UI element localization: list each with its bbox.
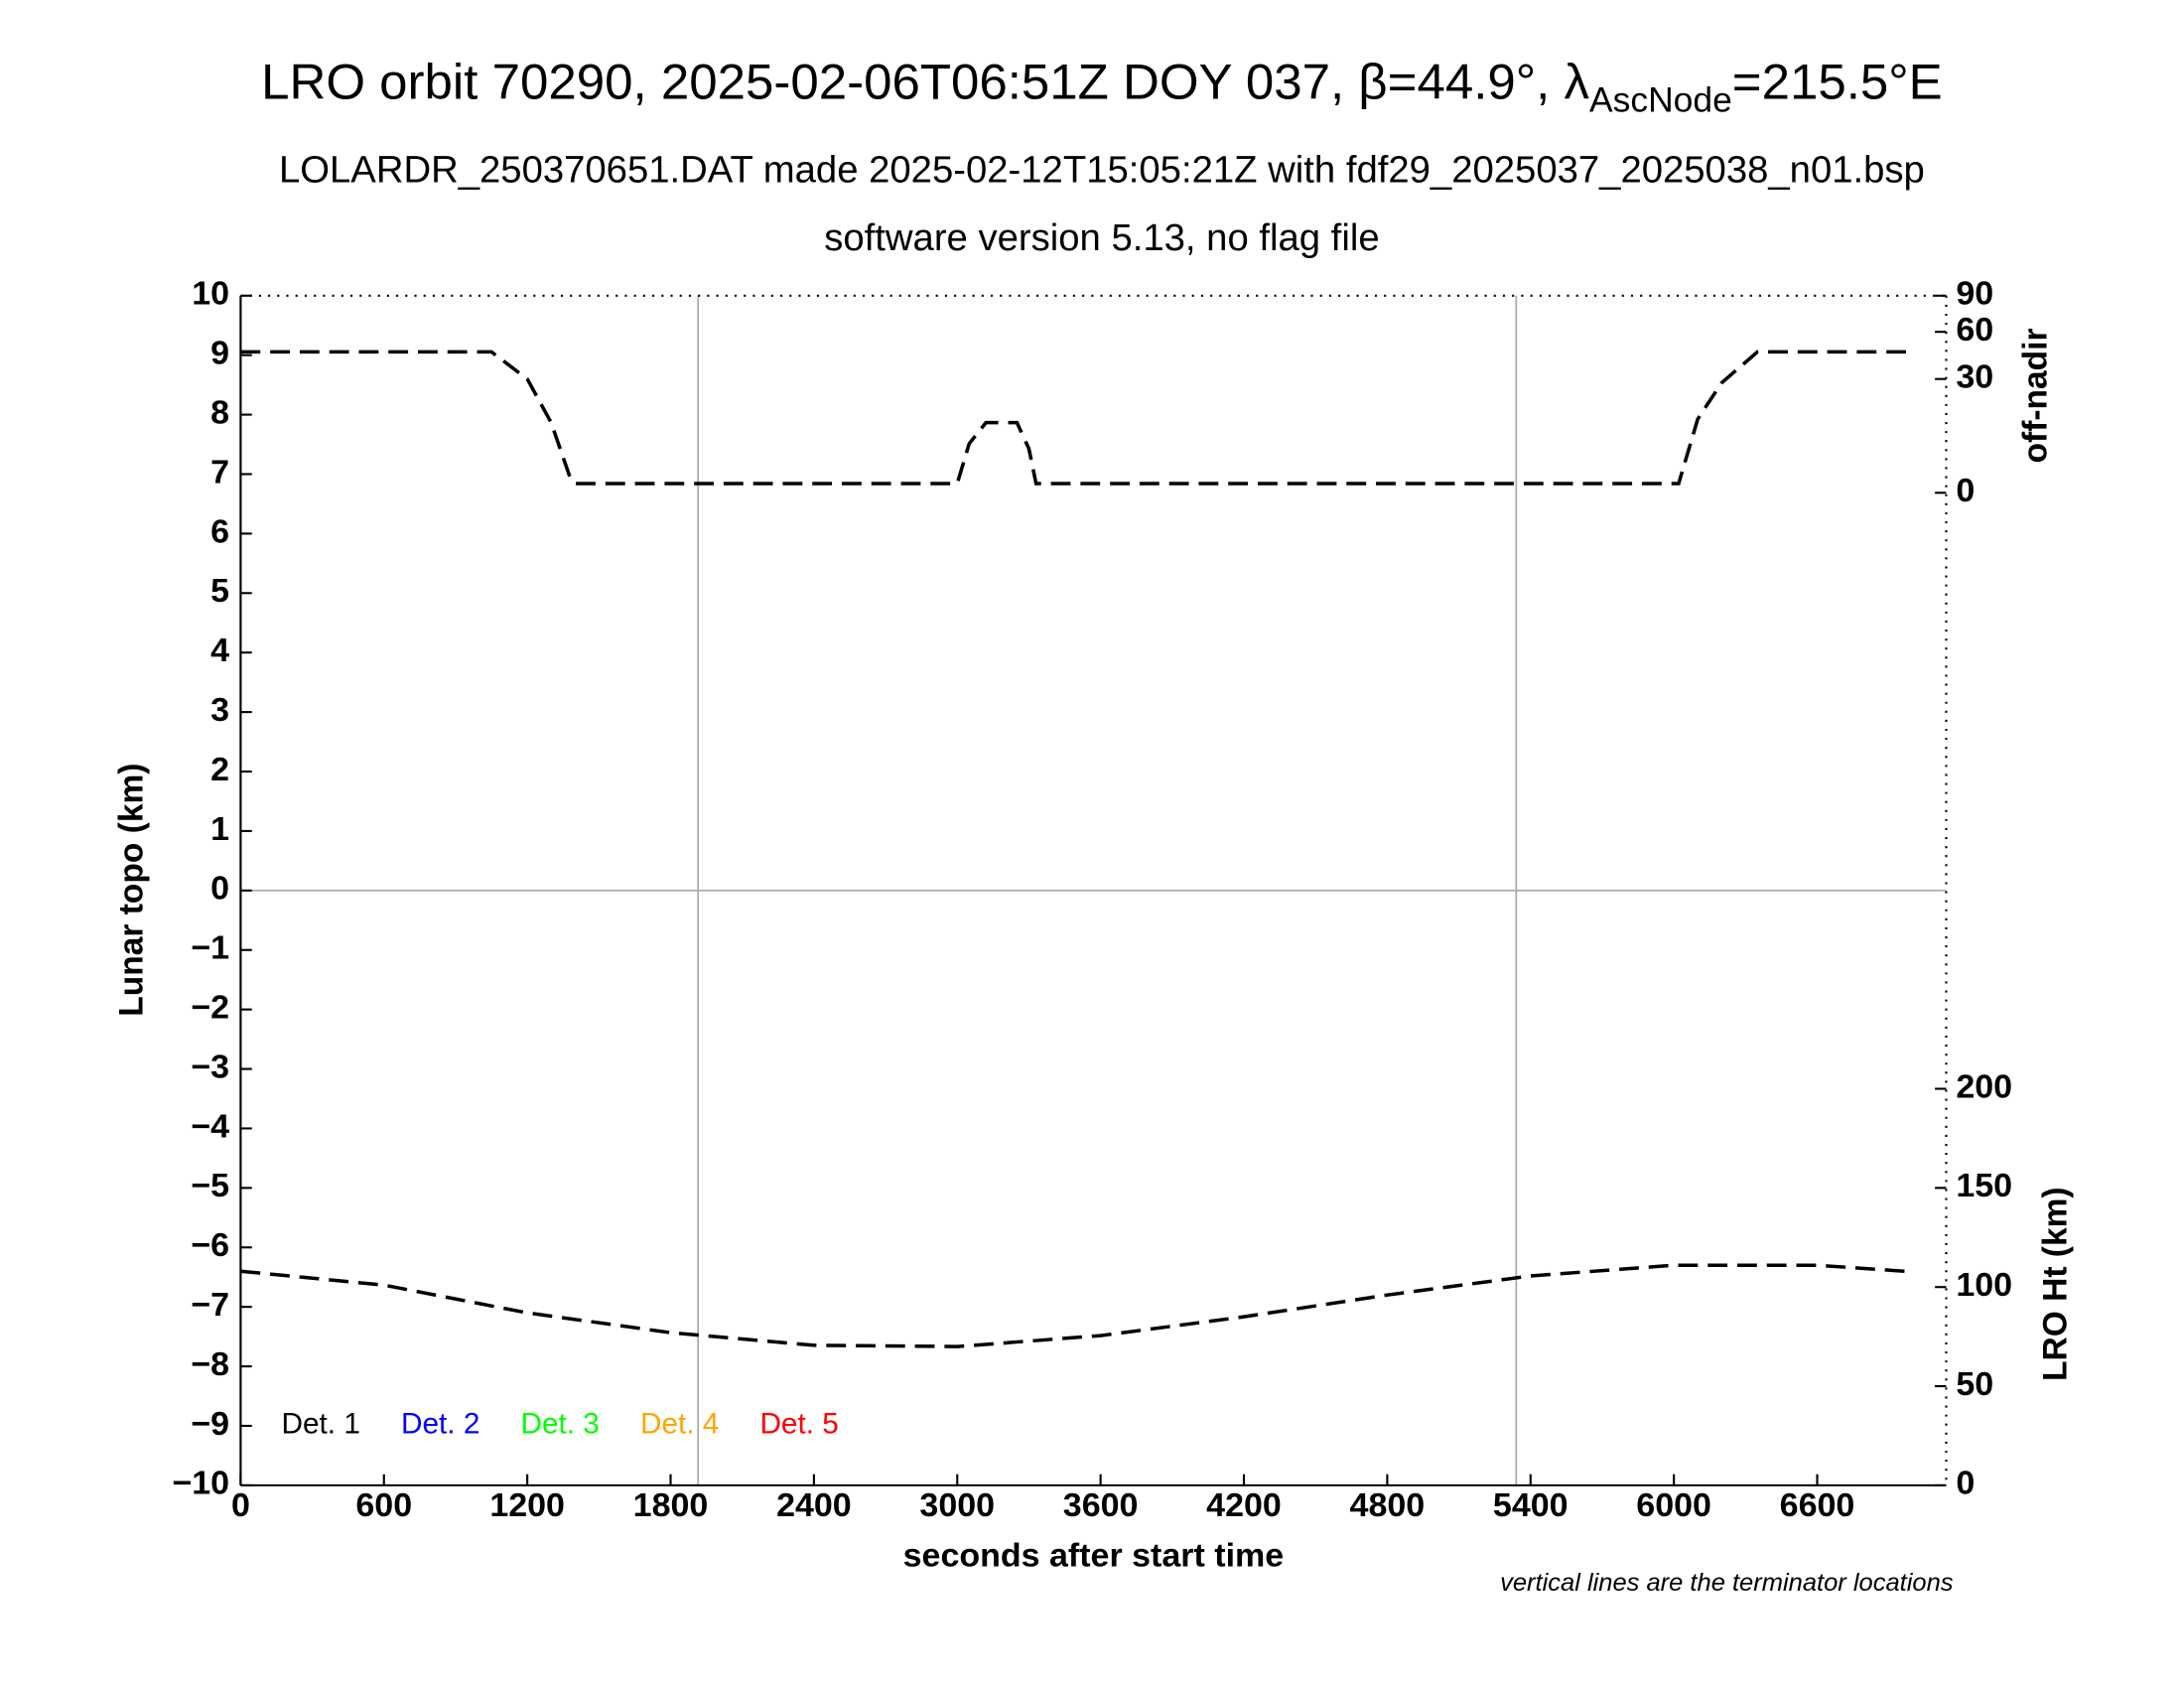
- x-tick-label: 1200: [489, 1486, 565, 1524]
- x-axis-label: seconds after start time: [903, 1537, 1285, 1575]
- legend-entry: Det. 2: [401, 1408, 479, 1441]
- y2-axis-label: off-nadir: [2016, 328, 2054, 463]
- title-sub: AscNode: [1589, 81, 1732, 120]
- y-tick-label: −5: [191, 1167, 229, 1204]
- title-main: LRO orbit 70290, 2025-02-06T06:51Z DOY 0…: [261, 54, 1589, 110]
- y-tick-label: −9: [191, 1405, 229, 1443]
- y-right-tick-label: 0: [1956, 1465, 1975, 1502]
- x-tick-label: 2400: [776, 1486, 852, 1524]
- y-tick-label: −7: [191, 1286, 229, 1324]
- y-tick-label: 10: [192, 275, 229, 313]
- y-tick-label: −4: [191, 1108, 229, 1146]
- y-tick-label: 0: [210, 870, 229, 908]
- y-tick-label: −3: [191, 1049, 229, 1086]
- y-tick-label: 4: [210, 632, 229, 669]
- x-tick-label: 3600: [1063, 1486, 1139, 1524]
- x-tick-label: 4200: [1206, 1486, 1282, 1524]
- legend-entry: Det. 1: [282, 1408, 360, 1441]
- y-tick-label: 8: [210, 394, 229, 432]
- x-tick-label: 600: [355, 1486, 412, 1524]
- x-tick-label: 1800: [633, 1486, 709, 1524]
- y-right-tick-label: 150: [1956, 1167, 2012, 1204]
- y-tick-label: −1: [191, 929, 229, 967]
- data-line: [240, 350, 1913, 486]
- y-right-tick-label: 30: [1956, 358, 1993, 396]
- y-tick-label: 2: [210, 751, 229, 788]
- x-tick-label: 0: [231, 1486, 250, 1524]
- y-tick-label: 3: [210, 691, 229, 729]
- x-tick-label: 4800: [1350, 1486, 1426, 1524]
- y3-axis-label: LRO Ht (km): [2036, 1187, 2074, 1381]
- y-tick-label: 7: [210, 454, 229, 492]
- subtitle: LOLARDR_250370651.DAT made 2025-02-12T15…: [279, 150, 1925, 192]
- title-tail: =215.5°E: [1732, 54, 1943, 110]
- y-right-tick-label: 90: [1956, 275, 1993, 313]
- y-tick-label: −6: [191, 1226, 229, 1264]
- y-tick-label: 6: [210, 512, 229, 550]
- note: vertical lines are the terminator locati…: [1500, 1569, 1954, 1597]
- x-tick-label: 3000: [919, 1486, 995, 1524]
- x-tick-label: 6000: [1636, 1486, 1711, 1524]
- x-tick-label: 6600: [1780, 1486, 1855, 1524]
- data-line: [240, 1263, 1913, 1348]
- legend-entry: Det. 5: [759, 1408, 838, 1441]
- y-tick-label: 5: [210, 572, 229, 610]
- y-tick-label: 9: [210, 335, 229, 372]
- y-right-tick-label: 60: [1956, 311, 1993, 349]
- y-axis-label: Lunar topo (km): [112, 764, 150, 1017]
- y-tick-label: −10: [172, 1465, 229, 1502]
- y-tick-label: −2: [191, 989, 229, 1027]
- legend-entry: Det. 4: [640, 1408, 719, 1441]
- y-right-tick-label: 50: [1956, 1365, 1993, 1403]
- y-tick-label: −8: [191, 1345, 229, 1383]
- y-right-tick-label: 200: [1956, 1068, 2012, 1106]
- chart-title: LRO orbit 70290, 2025-02-06T06:51Z DOY 0…: [261, 54, 1943, 119]
- y-right-tick-label: 100: [1956, 1266, 2012, 1304]
- legend-entry: Det. 3: [520, 1408, 599, 1441]
- y-right-tick-label: 0: [1956, 472, 1975, 509]
- x-tick-label: 5400: [1493, 1486, 1569, 1524]
- subtitle: software version 5.13, no flag file: [824, 217, 1379, 259]
- y-tick-label: 1: [210, 810, 229, 848]
